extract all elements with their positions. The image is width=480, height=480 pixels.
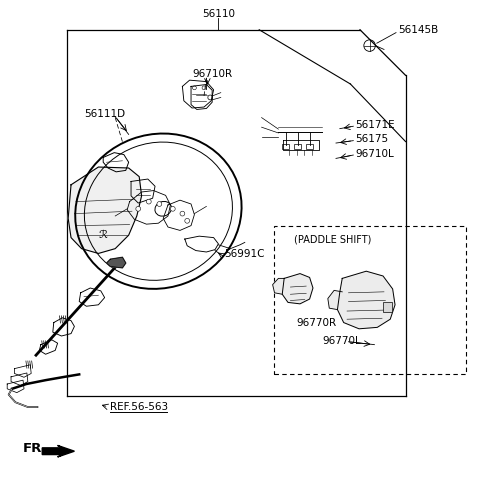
Circle shape [180,211,185,216]
Text: 56175: 56175 [355,134,388,144]
Bar [306,144,313,149]
Text: (PADDLE SHIFT): (PADDLE SHIFT) [294,234,371,244]
Text: 56991C: 56991C [225,250,265,259]
Polygon shape [273,278,284,294]
Circle shape [157,202,162,206]
Text: ℛ: ℛ [99,230,108,240]
Text: 56145B: 56145B [398,25,439,35]
Bar [282,144,289,149]
Text: 96770L: 96770L [323,336,361,346]
Circle shape [170,206,175,211]
Text: 96710R: 96710R [192,70,232,79]
Text: REF.56-563: REF.56-563 [110,402,168,412]
Text: 56171E: 56171E [355,120,395,130]
Circle shape [185,218,190,223]
Polygon shape [337,271,395,329]
Circle shape [136,206,141,211]
Polygon shape [282,274,313,304]
Polygon shape [68,167,142,253]
Text: 56111D: 56111D [84,109,125,119]
Text: 96710L: 96710L [355,149,394,158]
Polygon shape [42,445,74,457]
Polygon shape [328,290,342,310]
Text: FR.: FR. [23,442,48,456]
Circle shape [146,199,151,204]
Bar [294,144,301,149]
Polygon shape [107,257,126,268]
Bar [383,302,392,312]
Text: 56110: 56110 [202,10,235,19]
Bar [274,226,466,374]
Text: 96770R: 96770R [297,318,337,327]
